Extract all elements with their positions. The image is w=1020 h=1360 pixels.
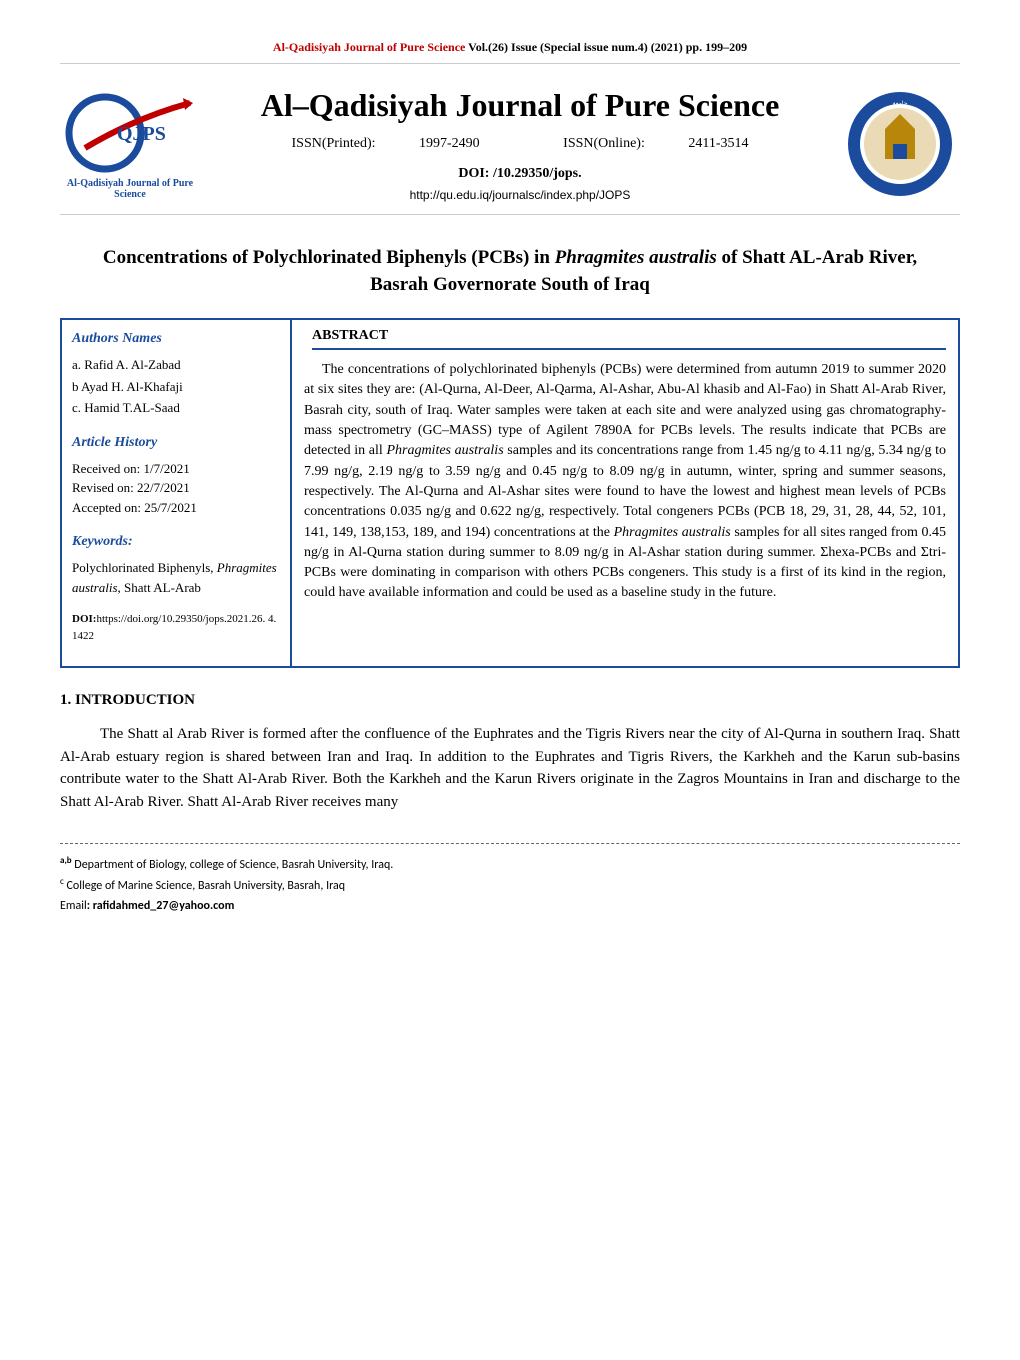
doi-value[interactable]: https://doi.org/10.29350/jops.2021.26. 4…: [72, 613, 276, 642]
authors-block: Authors Names a. Rafid A. Al-Zabad b Aya…: [72, 328, 280, 418]
info-abstract-box: Authors Names a. Rafid A. Al-Zabad b Aya…: [60, 318, 960, 668]
banner-center: Al–Qadisiyah Journal of Pure Science ISS…: [220, 87, 820, 202]
qjps-logo-icon: QJPS: [65, 88, 195, 178]
corresponding-email: Email: rafidahmed_27@yahoo.com: [60, 897, 960, 916]
doi-prefix: DOI: /10.29350/jops.: [220, 166, 820, 182]
affiliation-ab: a,b Department of Biology, college of Sc…: [60, 854, 960, 875]
section-1-para-1: The Shatt al Arab River is formed after …: [60, 723, 960, 813]
author-c: c. Hamid T.AL-Saad: [72, 398, 280, 418]
header-journal-name: Al-Qadisiyah Journal of Pure Science: [273, 40, 465, 54]
title-prefix: Concentrations of Polychlorinated Biphen…: [103, 247, 555, 268]
issn-row: ISSN(Printed): 1997-2490 ISSN(Online): 2…: [220, 136, 820, 152]
title-species: Phragmites australis: [555, 247, 717, 268]
journal-url[interactable]: http://qu.edu.iq/journalsc/index.php/JOP…: [220, 188, 820, 202]
author-a: a. Rafid A. Al-Zabad: [72, 355, 280, 375]
doi-block: DOI:https://doi.org/10.29350/jops.2021.2…: [72, 611, 280, 644]
history-block: Article History Received on: 1/7/2021 Re…: [72, 432, 280, 518]
history-label: Article History: [72, 432, 280, 453]
authors-label: Authors Names: [72, 328, 280, 349]
svg-text:QJPS: QJPS: [117, 123, 166, 145]
section-1-heading: 1. INTRODUCTION: [60, 692, 960, 709]
abstract-body: The concentrations of polychlorinated bi…: [304, 360, 946, 604]
journal-title: Al–Qadisiyah Journal of Pure Science: [220, 87, 820, 124]
abstract-label: ABSTRACT: [312, 328, 946, 350]
author-b: b Ayad H. Al-Khafaji: [72, 377, 280, 397]
issn-printed: ISSN(Printed): 1997-2490: [272, 136, 504, 151]
doi-label: DOI:: [72, 613, 96, 625]
footer-divider: [60, 843, 960, 844]
logo-right: جامعة: [840, 84, 960, 204]
affiliation-c: c College of Marine Science, Basrah Univ…: [60, 875, 960, 896]
history-revised: Revised on: 22/7/2021: [72, 478, 280, 498]
header-citation-suffix: Vol.(26) Issue (Special issue num.4) (20…: [468, 40, 747, 54]
top-divider: [60, 63, 960, 64]
history-accepted: Accepted on: 25/7/2021: [72, 498, 280, 518]
journal-banner: QJPS Al-Qadisiyah Journal of Pure Scienc…: [60, 74, 960, 215]
keywords-text: Polychlorinated Biphenyls, Phragmites au…: [72, 558, 280, 597]
affiliations: a,b Department of Biology, college of Sc…: [60, 854, 960, 916]
authors-list: a. Rafid A. Al-Zabad b Ayad H. Al-Khafaj…: [72, 355, 280, 418]
issn-online: ISSN(Online): 2411-3514: [543, 136, 768, 151]
university-seal-icon: جامعة: [845, 89, 955, 199]
article-title: Concentrations of Polychlorinated Biphen…: [100, 245, 920, 298]
info-sidebar: Authors Names a. Rafid A. Al-Zabad b Aya…: [62, 320, 292, 666]
header-citation: Al-Qadisiyah Journal of Pure Science Vol…: [60, 40, 960, 55]
logo-left-caption: Al-Qadisiyah Journal of Pure Science: [60, 178, 200, 200]
keywords-label: Keywords:: [72, 531, 280, 552]
keywords-block: Keywords: Polychlorinated Biphenyls, Phr…: [72, 531, 280, 597]
logo-left: QJPS Al-Qadisiyah Journal of Pure Scienc…: [60, 84, 200, 204]
svg-text:جامعة: جامعة: [893, 100, 908, 107]
abstract-panel: ABSTRACT The concentrations of polychlor…: [292, 320, 958, 666]
history-received: Received on: 1/7/2021: [72, 459, 280, 479]
